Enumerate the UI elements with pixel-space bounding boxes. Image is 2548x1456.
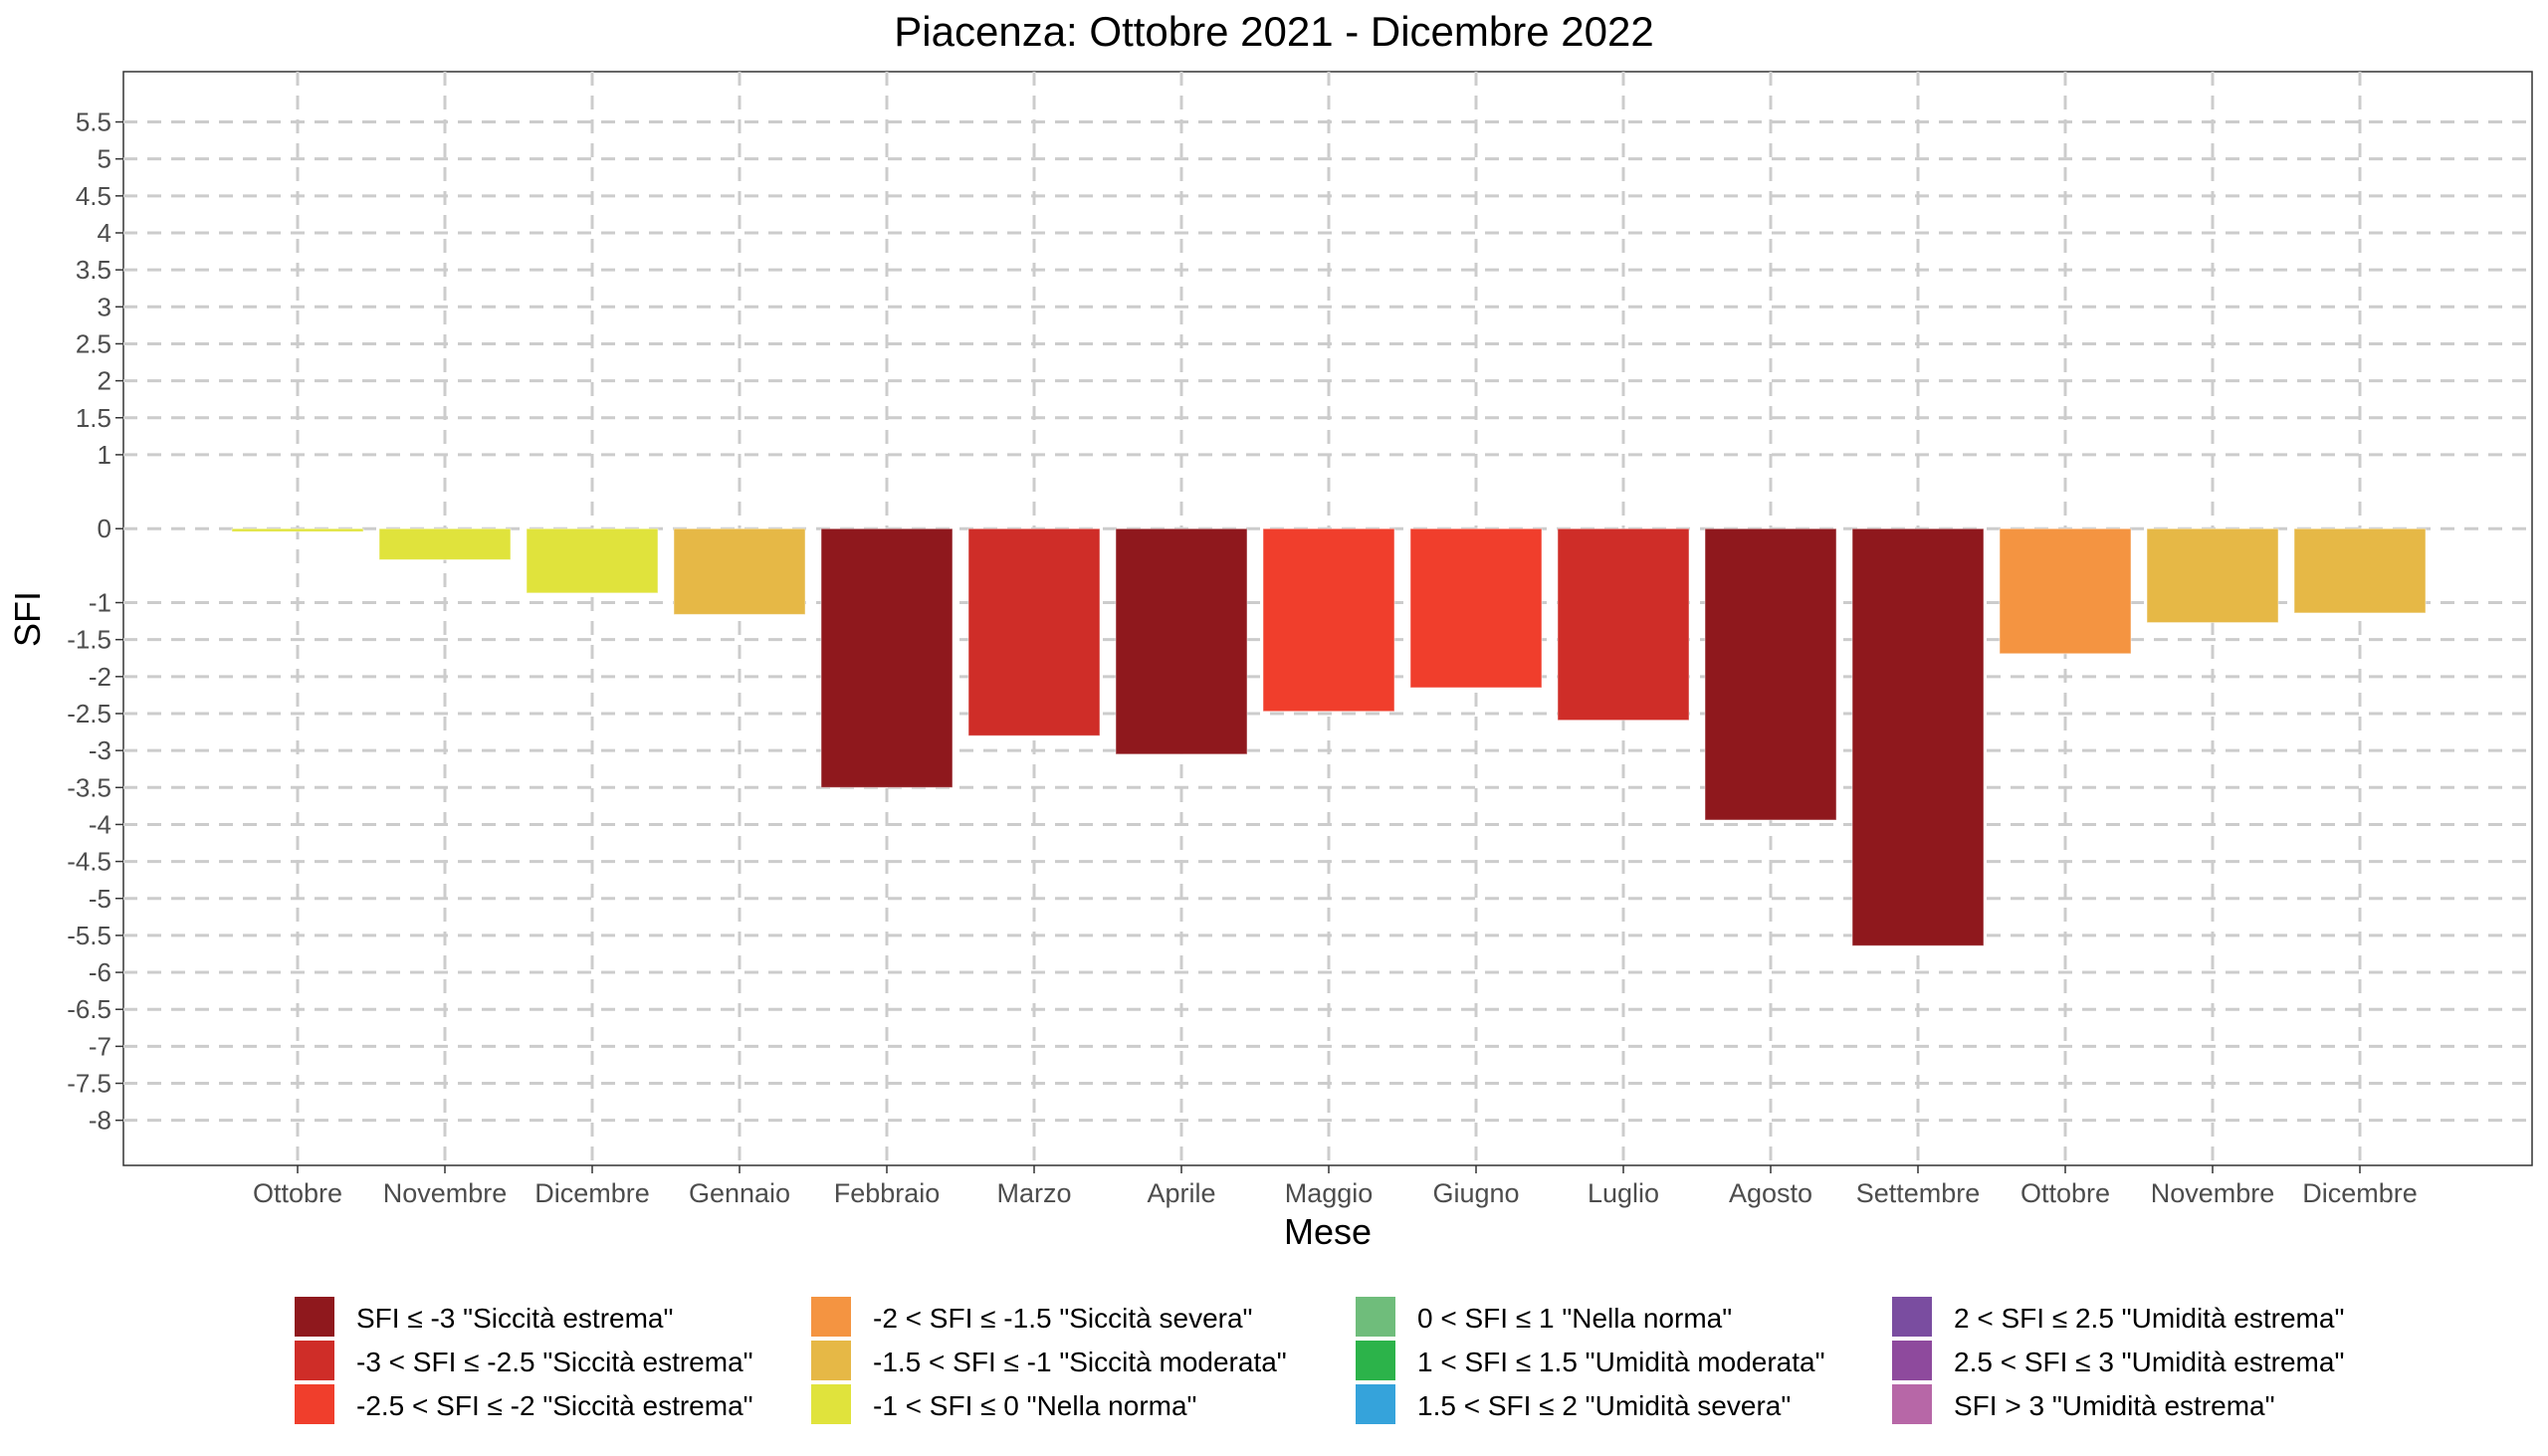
bar-maggio [1262, 527, 1395, 713]
y-tick-label: -7.5 [67, 1069, 111, 1099]
chart-title: Piacenza: Ottobre 2021 - Dicembre 2022 [894, 8, 1653, 55]
legend-key [1356, 1341, 1395, 1380]
legend-key [295, 1384, 334, 1424]
bar-agosto [1704, 527, 1837, 821]
legend-key [1892, 1297, 1932, 1337]
y-tick-label: -2 [89, 662, 111, 692]
legend-label: -1.5 < SFI ≤ -1 "Siccità moderata" [873, 1347, 1287, 1377]
legend-label: SFI ≤ -3 "Siccità estrema" [356, 1303, 673, 1334]
x-axis-ticks: Ottobre Novembre Dicembre Gennaio Febbraio Ma… [253, 1165, 2418, 1208]
y-tick-label: -6 [89, 957, 111, 987]
x-tick-label: Novembre [2151, 1178, 2275, 1208]
bar-luglio [1557, 527, 1690, 722]
y-tick-label: 4 [98, 218, 111, 248]
legend-label: 2 < SFI ≤ 2.5 "Umidità estrema" [1954, 1303, 2344, 1334]
bar-aprile [1115, 527, 1248, 755]
y-tick-label: -7 [89, 1031, 111, 1061]
x-tick-label: Febbraio [834, 1178, 941, 1208]
bar-febbraio [820, 527, 954, 788]
legend-key [811, 1384, 851, 1424]
bar-marzo [967, 527, 1101, 736]
x-tick-label: Luglio [1588, 1178, 1659, 1208]
x-tick-label: Dicembre [2302, 1178, 2418, 1208]
y-tick-label: -2.5 [67, 699, 111, 728]
y-tick-label: 3.5 [76, 255, 111, 285]
x-tick-label: Ottobre [2020, 1178, 2110, 1208]
y-tick-label: -5 [89, 884, 111, 914]
bar-giugno [1409, 527, 1543, 689]
y-tick-label: -3.5 [67, 772, 111, 802]
legend-label: 0 < SFI ≤ 1 "Nella norma" [1417, 1303, 1732, 1334]
legend-key [811, 1341, 851, 1380]
y-tick-label: 4.5 [76, 181, 111, 211]
y-tick-label: -6.5 [67, 994, 111, 1024]
bar-settembre [1851, 527, 1985, 946]
x-tick-label: Novembre [383, 1178, 508, 1208]
bar-novembre [2146, 527, 2279, 624]
legend-label: -1 < SFI ≤ 0 "Nella norma" [873, 1390, 1196, 1421]
legend-label: -2.5 < SFI ≤ -2 "Siccità estrema" [356, 1390, 753, 1421]
legend-label: 2.5 < SFI ≤ 3 "Umidità estrema" [1954, 1347, 2344, 1377]
x-tick-label: Aprile [1147, 1178, 1215, 1208]
bar-ottobre [231, 527, 364, 532]
bar-gennaio [673, 527, 806, 615]
y-tick-label: 2 [98, 366, 111, 396]
legend-key [1892, 1384, 1932, 1424]
x-tick-label: Maggio [1285, 1178, 1374, 1208]
y-tick-label: -8 [89, 1106, 111, 1136]
legend-key [1892, 1341, 1932, 1380]
bar-novembre [378, 527, 512, 560]
legend-key [295, 1297, 334, 1337]
x-tick-label: Giugno [1432, 1178, 1519, 1208]
bar-dicembre [526, 527, 659, 594]
y-tick-label: 0 [98, 514, 111, 543]
legend-label: 1 < SFI ≤ 1.5 "Umidità moderata" [1417, 1347, 1825, 1377]
y-tick-label: -4.5 [67, 847, 111, 877]
y-tick-label: 1 [98, 440, 111, 470]
legend-key [1356, 1384, 1395, 1424]
x-tick-label: Ottobre [253, 1178, 342, 1208]
legend-label: 1.5 < SFI ≤ 2 "Umidità severa" [1417, 1390, 1791, 1421]
y-tick-label: 5.5 [76, 107, 111, 137]
x-tick-label: Gennaio [689, 1178, 790, 1208]
legend-key [1356, 1297, 1395, 1337]
y-axis-label: SFI [7, 591, 48, 647]
x-tick-label: Agosto [1729, 1178, 1812, 1208]
x-tick-label: Marzo [996, 1178, 1071, 1208]
legend: SFI ≤ -3 "Siccità estrema" -3 < SFI ≤ -2.… [295, 1297, 2344, 1424]
y-tick-label: -3 [89, 735, 111, 765]
y-tick-label: -1.5 [67, 625, 111, 655]
y-tick-label: -4 [89, 809, 111, 839]
y-tick-label: -5.5 [67, 921, 111, 950]
y-tick-label: 3 [98, 292, 111, 321]
x-axis-label: Mese [1284, 1211, 1372, 1252]
y-tick-label: -1 [89, 588, 111, 618]
legend-label: -2 < SFI ≤ -1.5 "Siccità severa" [873, 1303, 1253, 1334]
y-tick-label: 1.5 [76, 403, 111, 433]
bar-dicembre [2293, 527, 2427, 614]
y-tick-label: 2.5 [76, 328, 111, 358]
x-tick-label: Settembre [1856, 1178, 1981, 1208]
y-tick-label: 5 [98, 144, 111, 174]
y-axis-ticks: 5.5 5 4.5 4 3.5 3 2.5 2 1.5 1 0 -1 -1.5 -2 -2.5 -3 -3.5 -… [67, 107, 123, 1136]
bars [231, 527, 2427, 946]
bar-ottobre [1999, 527, 2132, 655]
legend-label: -3 < SFI ≤ -2.5 "Siccità estrema" [356, 1347, 753, 1377]
legend-key [811, 1297, 851, 1337]
legend-key [295, 1341, 334, 1380]
legend-label: SFI > 3 "Umidità estrema" [1954, 1390, 2275, 1421]
x-tick-label: Dicembre [534, 1178, 650, 1208]
